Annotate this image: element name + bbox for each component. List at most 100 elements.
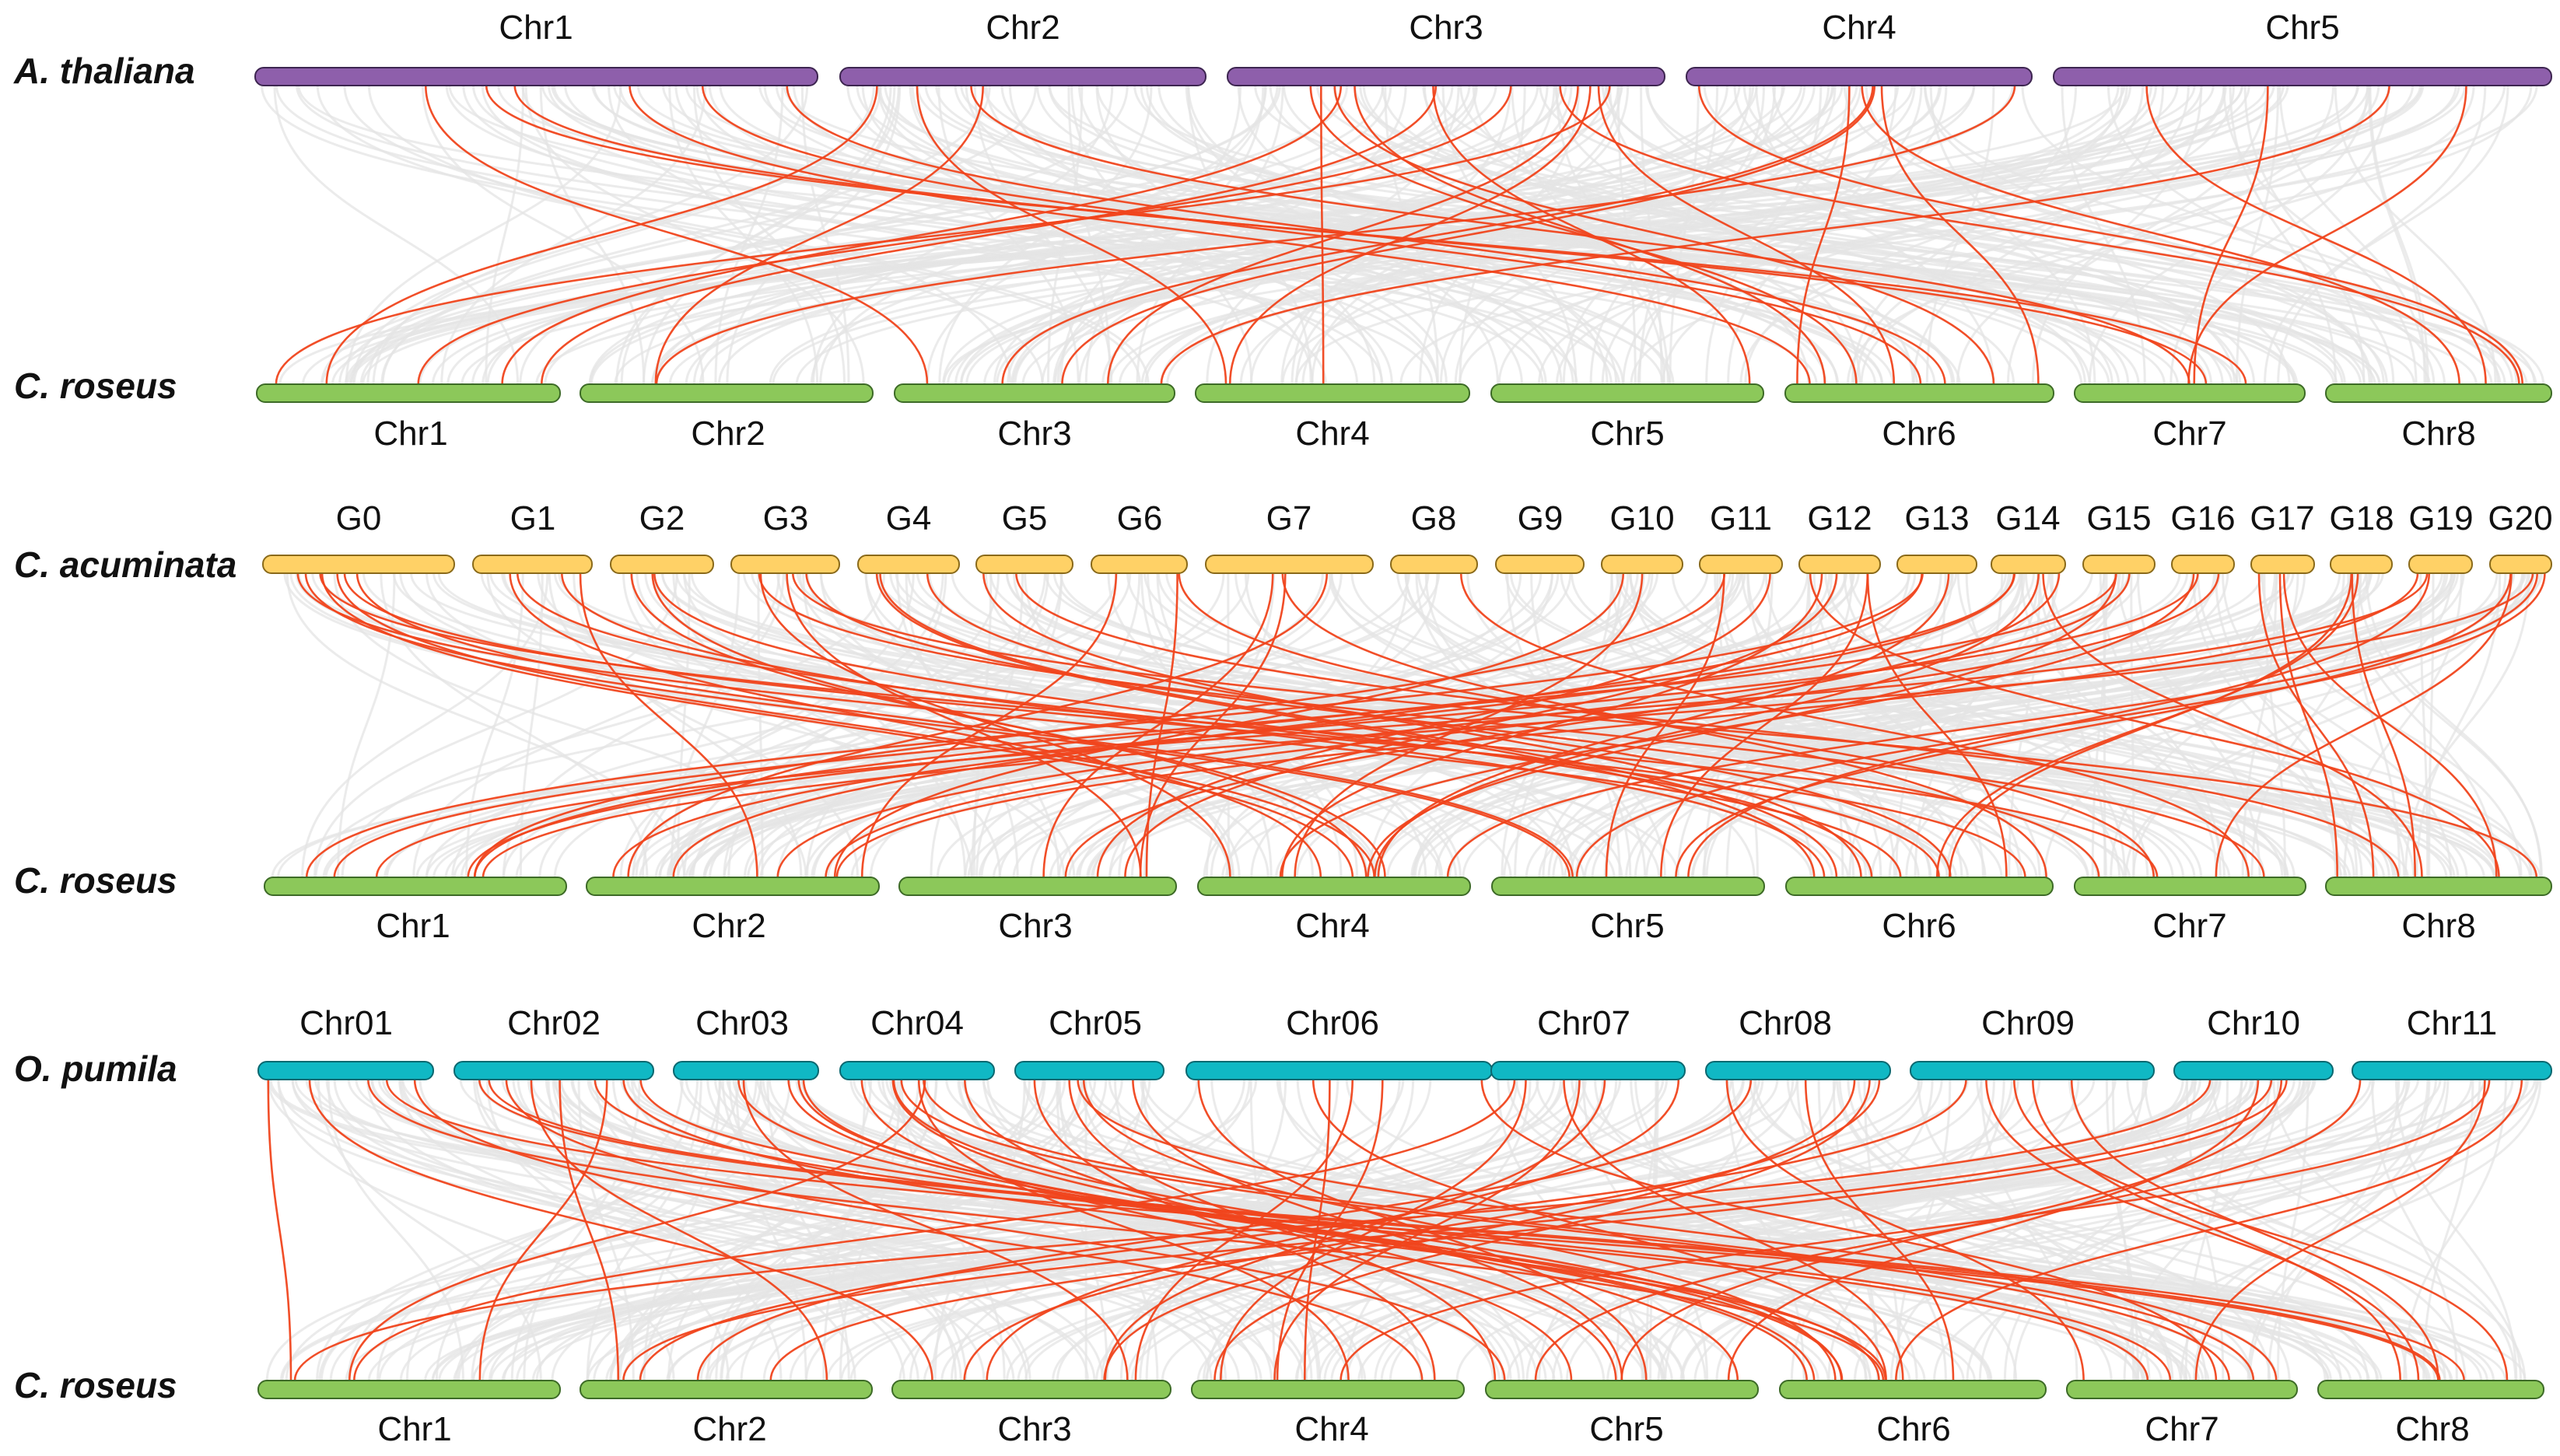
top-chromosome-bar (673, 1061, 819, 1080)
bottom-chromosome-bar (2074, 383, 2306, 403)
background-link (1221, 572, 2459, 878)
background-link (1755, 85, 1994, 385)
background-link (261, 85, 1434, 385)
top-chromosome-bar (839, 1061, 995, 1080)
highlighted-link (413, 1079, 1424, 1381)
background-link (864, 572, 1234, 878)
background-link (398, 1079, 905, 1381)
background-link (2222, 85, 2418, 385)
top-chromosome-bars (254, 67, 2552, 86)
background-link (421, 85, 705, 385)
highlighted-link (672, 572, 1923, 878)
highlighted-link (308, 1079, 933, 1381)
highlighted-link (653, 572, 1873, 878)
bottom-chromosome-bar (1490, 383, 1764, 403)
highlighted-link (986, 1079, 1680, 1381)
bottom-chromosome-label: Chr5 (1589, 1410, 1663, 1448)
background-link (1281, 85, 2158, 385)
background-link (471, 1079, 791, 1381)
background-link (2170, 85, 2390, 385)
background-link (1731, 1079, 2138, 1381)
top-chromosome-label: G14 (1995, 499, 2060, 537)
background-link (405, 1079, 684, 1381)
highlighted-link (305, 572, 1924, 878)
highlighted-link (654, 85, 984, 385)
top-chromosome-label: G2 (639, 499, 685, 537)
highlighted-link (1861, 85, 2460, 385)
background-link (346, 85, 2126, 385)
background-link (502, 572, 785, 878)
highlighted-link (1132, 1079, 1623, 1381)
background-link (465, 572, 524, 878)
top-chromosome-labels: G0 G1 G2 G3 G4 G5 G6 G7 G8 G9 G10 G11 G1… (336, 499, 2553, 537)
bottom-chromosome-label: Chr5 (1590, 907, 1664, 945)
highlighted-link (1559, 85, 2520, 385)
background-link (2180, 1079, 2429, 1381)
highlighted-link (509, 572, 1322, 878)
background-link (588, 85, 1539, 385)
bottom-chromosome-bar (891, 1380, 1171, 1399)
background-link (399, 1079, 1278, 1381)
bottom-chromosome-bar (1485, 1380, 1759, 1399)
background-link (972, 572, 993, 878)
bottom-chromosome-bar (1785, 877, 2054, 896)
highlighted-link (467, 572, 2199, 878)
background-link (277, 1079, 1224, 1381)
background-link (2243, 85, 2366, 385)
background-link (1048, 85, 2140, 385)
background-link (343, 85, 1150, 385)
background-link (1924, 85, 2371, 385)
background-link (1620, 572, 2536, 878)
bottom-chromosome-label: Chr3 (997, 1410, 1071, 1448)
top-chromosome-label: Chr2 (986, 9, 1059, 47)
highlighted-link (501, 85, 1343, 385)
highlighted-link (1281, 572, 2047, 878)
background-link (440, 85, 707, 385)
background-link (1140, 572, 1273, 878)
bottom-chromosome-label: Chr3 (998, 907, 1072, 945)
top-chromosome-label: Chr03 (695, 1004, 789, 1042)
background-links (261, 85, 2545, 385)
bottom-chromosome-bar (2325, 383, 2552, 403)
top-chromosome-bar (1205, 555, 1374, 574)
top-chromosome-bar (454, 1061, 654, 1080)
background-link (1380, 1079, 2302, 1381)
background-link (632, 572, 944, 878)
highlighted-link (541, 85, 1438, 385)
bottom-chromosome-label: Chr5 (1590, 415, 1664, 453)
background-link (1404, 572, 1987, 878)
top-chromosome-label: G10 (1609, 499, 1674, 537)
background-link (1506, 1079, 2514, 1381)
background-link (926, 85, 1267, 385)
bottom-chromosome-label: Chr2 (692, 1410, 766, 1448)
highlighted-link (375, 572, 2429, 878)
background-link (2371, 1079, 2458, 1381)
background-link (327, 1079, 464, 1381)
background-link (1863, 1079, 1901, 1381)
background-link (1254, 85, 2366, 385)
top-chromosome-bar (2250, 555, 2315, 574)
top-chromosome-bar (257, 1061, 434, 1080)
background-link (1084, 85, 1265, 385)
highlighted-link (1061, 85, 1876, 385)
background-link (1978, 1079, 2271, 1381)
top-chromosome-label: Chr06 (1286, 1004, 1379, 1042)
top-chromosome-bar (1601, 555, 1683, 574)
bottom-chromosome-labels: Chr1 Chr2 Chr3 Chr4 Chr5 Chr6 Chr7 Chr8 (373, 415, 2475, 453)
top-chromosome-bar (1227, 67, 1665, 86)
highlighted-link (639, 1079, 2172, 1381)
top-chromosome-label: Chr04 (870, 1004, 964, 1042)
background-link (1966, 1079, 2408, 1381)
background-link (1796, 1079, 1947, 1381)
top-chromosome-label: G1 (510, 499, 556, 537)
background-link (1739, 85, 2235, 385)
top-chromosome-label: Chr09 (1981, 1004, 2075, 1042)
background-link (1249, 85, 1784, 385)
highlighted-link (1333, 85, 1995, 385)
highlighted-link (923, 1079, 2255, 1381)
bottom-chromosome-bar (257, 1380, 561, 1399)
background-link (316, 1079, 762, 1381)
background-link (285, 572, 686, 878)
highlighted-link (1620, 1079, 2283, 1381)
